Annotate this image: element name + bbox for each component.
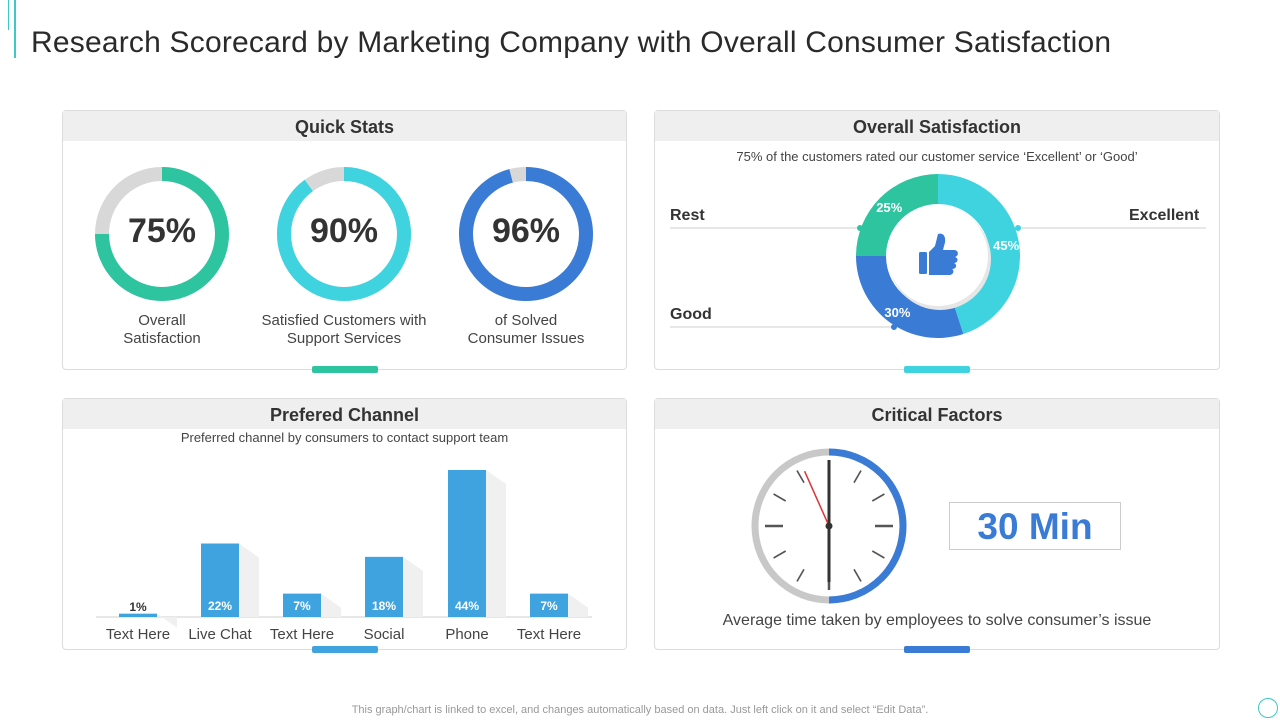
clock-center bbox=[825, 522, 833, 530]
satisfaction-slice-label: 45% bbox=[993, 238, 1019, 253]
donut-value-arc bbox=[277, 167, 411, 301]
bar-4 bbox=[448, 470, 486, 617]
bar-value-label: 1% bbox=[129, 600, 147, 614]
clock-elapsed-arc bbox=[828, 448, 907, 604]
donut-label-line1: Overall bbox=[138, 312, 186, 329]
quick-stat-donut: 75% bbox=[92, 164, 232, 304]
bar-category-label: Live Chat bbox=[188, 626, 252, 643]
quick-stat-donut: 90% bbox=[274, 164, 414, 304]
bar-value-label: 18% bbox=[372, 599, 396, 613]
accent-line-thin bbox=[8, 0, 9, 30]
donut-label-line1: Satisfied Customers with bbox=[261, 312, 427, 329]
clock-tick bbox=[871, 550, 885, 559]
label-rest: Rest bbox=[670, 207, 705, 224]
thumbs-up-icon bbox=[919, 233, 958, 275]
panel-tab bbox=[904, 366, 970, 373]
bar-shadow bbox=[321, 593, 341, 617]
bar-3 bbox=[365, 556, 403, 617]
clock-icon bbox=[751, 448, 907, 604]
bar-shadow bbox=[486, 470, 506, 617]
donut-percent: 90% bbox=[309, 212, 379, 250]
donut-percent: 75% bbox=[127, 212, 197, 250]
bar-0 bbox=[119, 613, 157, 617]
clock-tick bbox=[773, 493, 787, 502]
satisfaction-slice-label: 30% bbox=[884, 305, 910, 320]
clock-tick bbox=[871, 493, 885, 502]
satisfaction-slice-label: 25% bbox=[876, 200, 902, 215]
time-value: 30 Min bbox=[949, 502, 1121, 550]
panel-tab bbox=[904, 646, 970, 653]
quick-stats-panel: Quick Stats bbox=[62, 110, 627, 373]
bar-category-label: Phone bbox=[445, 626, 488, 643]
donut-label: of Solved Consumer Issues bbox=[436, 312, 616, 348]
donut-value-arc bbox=[459, 167, 593, 301]
bar-category-label: Social bbox=[364, 626, 405, 643]
clock-tick bbox=[796, 470, 805, 484]
clock-second-hand bbox=[803, 470, 830, 527]
bar-shadow bbox=[239, 543, 259, 617]
bar-value-label: 22% bbox=[208, 599, 232, 613]
preferred-channel-heading: Prefered Channel bbox=[63, 399, 626, 429]
bar-value-label: 7% bbox=[540, 599, 558, 613]
critical-factors-heading: Critical Factors bbox=[655, 399, 1219, 429]
clock-tick bbox=[853, 470, 862, 484]
clock-tick bbox=[796, 568, 805, 582]
bar-5 bbox=[530, 593, 568, 617]
satisfaction-slice-excellent bbox=[938, 174, 1020, 334]
bar-shadow bbox=[403, 556, 423, 617]
page-title: Research Scorecard by Marketing Company … bbox=[31, 26, 1112, 59]
bar-shadow bbox=[157, 613, 177, 628]
bar-value-label: 44% bbox=[455, 599, 479, 613]
overall-satisfaction-subtitle: 75% of the customers rated our customer … bbox=[736, 149, 1138, 164]
footer-note: This graph/chart is linked to excel, and… bbox=[351, 704, 929, 716]
bar-category-label: Text Here bbox=[270, 626, 334, 643]
satisfaction-slice-rest bbox=[856, 174, 938, 256]
corner-circle bbox=[1258, 698, 1278, 718]
donut-label-line1: of Solved bbox=[494, 312, 558, 329]
quick-stats-heading: Quick Stats bbox=[63, 111, 626, 141]
donut-label-line2: Consumer Issues bbox=[467, 330, 585, 347]
leader-dot-excellent bbox=[1015, 225, 1021, 231]
bar-value-label: 7% bbox=[293, 599, 311, 613]
bar-category-label: Text Here bbox=[106, 626, 170, 643]
critical-factors-caption: Average time taken by employees to solve… bbox=[722, 612, 1152, 629]
donut-label-line2: Satisfaction bbox=[123, 330, 201, 347]
donut-label-line2: Support Services bbox=[286, 330, 402, 347]
panel-tab bbox=[311, 366, 378, 373]
satisfaction-slice-good bbox=[856, 256, 964, 338]
panel-tab bbox=[311, 646, 378, 653]
bar-1 bbox=[201, 543, 239, 617]
overall-satisfaction-heading: Overall Satisfaction bbox=[655, 111, 1219, 141]
accent-line bbox=[14, 0, 16, 58]
bar-shadow bbox=[568, 593, 588, 617]
label-good: Good bbox=[670, 306, 712, 323]
critical-factors-panel: Critical Factors bbox=[654, 398, 1220, 653]
preferred-channel-subtitle: Preferred channel by consumers to contac… bbox=[180, 430, 509, 445]
satisfaction-donut-chart: 45% 30% 25% bbox=[670, 174, 1206, 338]
bar-2 bbox=[283, 593, 321, 617]
clock-tick bbox=[853, 568, 862, 582]
donut-value-arc bbox=[95, 167, 229, 301]
bar-category-label: Text Here bbox=[517, 626, 581, 643]
donut-percent: 96% bbox=[491, 212, 561, 250]
label-excellent: Excellent bbox=[1129, 207, 1200, 224]
donut-label: Satisfied Customers with Support Services bbox=[254, 312, 434, 348]
preferred-channel-bar-chart: 1% Text Here 22% Live Chat 7% Text Here 18% Soc… bbox=[96, 470, 592, 643]
quick-stat-donut: 96% bbox=[456, 164, 596, 304]
clock-tick bbox=[773, 550, 787, 559]
preferred-channel-panel: Prefered Channel Preferred channel by co… bbox=[62, 398, 627, 653]
donut-label: Overall Satisfaction bbox=[72, 312, 252, 348]
